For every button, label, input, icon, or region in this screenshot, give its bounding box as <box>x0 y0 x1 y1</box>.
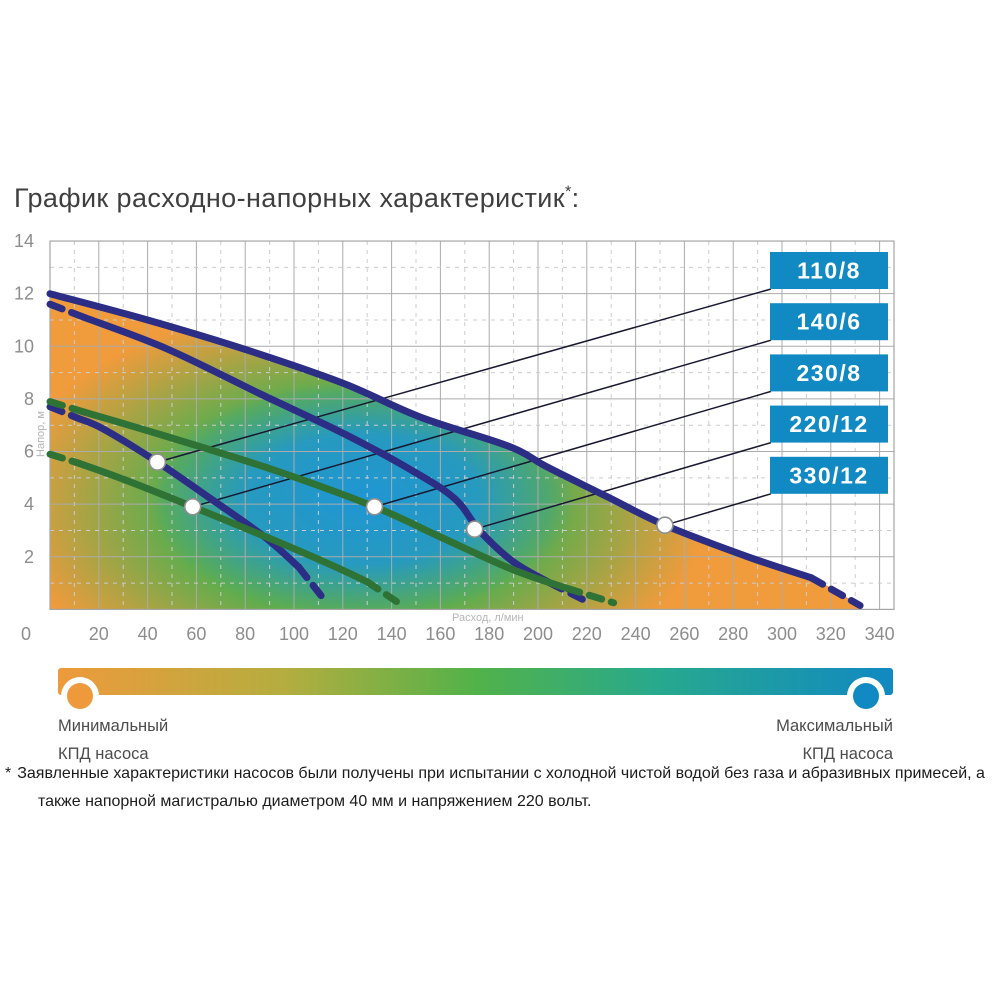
callout-line <box>157 288 772 463</box>
x-tick-label: 60 <box>186 624 206 644</box>
max-efficiency-knob <box>847 677 885 715</box>
x-tick-label: 180 <box>474 624 504 644</box>
pump-label-box-230-8 <box>770 354 888 392</box>
marker-dot-140-6 <box>183 497 202 516</box>
curve-230-8-head-dash <box>46 398 88 416</box>
efficiency-gradient-bar <box>58 668 893 695</box>
y-tick-label: 10 <box>14 336 34 356</box>
x-tick-label: 120 <box>328 624 358 644</box>
curve-140-6-solid <box>75 459 371 586</box>
y-tick-label: 8 <box>24 389 34 409</box>
x-tick-label: 320 <box>816 624 846 644</box>
x-tick-label: 300 <box>767 624 797 644</box>
x-axis-title: Расход, л/мин <box>452 612 524 624</box>
footnote-line2: также напорной магистралью диаметром 40 … <box>38 793 592 810</box>
marker-dot-220-12 <box>465 520 484 539</box>
pump-label-box-110-8 <box>770 252 888 289</box>
x-tick-label: 240 <box>621 624 651 644</box>
grid <box>50 241 894 610</box>
x-tick-label: 80 <box>235 624 255 644</box>
callout-line <box>664 493 772 526</box>
footnote-line1: Заявленные характеристики насосов были п… <box>17 765 985 782</box>
footnote-asterisk: * <box>5 765 12 782</box>
curve-140-6-head-dash <box>46 450 83 467</box>
x-tick-label: 200 <box>523 624 553 644</box>
y-tick-label: 4 <box>24 494 34 514</box>
marker-dot-110-8 <box>148 453 167 471</box>
axis-ticks: 0 20 40 60 80 100 120 140 160 180 200 220 240 260 280 3… <box>14 231 895 644</box>
x-tick-label: 140 <box>377 624 407 644</box>
curve-230-8-tail-dash <box>563 584 618 607</box>
y-tick-label: 2 <box>24 547 34 567</box>
x-tick-label: 20 <box>89 624 109 644</box>
y-tick-label: 14 <box>14 231 34 251</box>
min-efficiency-dot <box>67 683 93 709</box>
pump-label-box-140-6 <box>770 303 888 341</box>
curve-230-8 <box>46 398 618 607</box>
callout-line <box>474 441 772 530</box>
curve-140-6 <box>46 450 400 605</box>
pump-label-text-140-6: 140/6 <box>796 309 861 335</box>
x-tick-label: 280 <box>718 624 748 644</box>
pump-label-text-220-12: 220/12 <box>789 411 868 437</box>
curve-230-8-solid <box>80 408 571 592</box>
page-title: График расходно-напорных характеристик*: <box>14 183 580 213</box>
pump-label-box-220-12 <box>770 405 888 443</box>
x-tick-label: 160 <box>425 624 455 644</box>
curve-140-6-tail-dash <box>363 578 400 605</box>
x-tick-label: 260 <box>669 624 699 644</box>
x-tick-label: 0 <box>21 624 31 644</box>
pump-label-text-330-12: 330/12 <box>789 462 868 488</box>
pump-label-text-110-8: 110/8 <box>797 258 861 284</box>
max-efficiency-dot <box>853 683 879 709</box>
curve-110-8-head-dash <box>46 403 83 423</box>
marker-dot-330-12 <box>656 516 674 535</box>
y-tick-label: 6 <box>24 442 34 462</box>
x-tick-label: 40 <box>138 624 158 644</box>
min-efficiency-knob <box>61 677 99 715</box>
curve-110-8-tail-dash <box>295 563 330 605</box>
x-tick-label: 220 <box>572 624 602 644</box>
max-efficiency-label: Максимальный КПД насоса <box>776 717 893 763</box>
curve-220-12-head-dash <box>46 300 88 321</box>
y-tick-label: 12 <box>14 284 34 304</box>
curve-220-12-solid <box>80 313 554 587</box>
x-tick-label: 100 <box>279 624 309 644</box>
curve-330-12-solid <box>46 290 815 582</box>
footnote: * Заявленные характеристики насосов были … <box>5 760 985 816</box>
marker-dot-230-8 <box>365 497 384 516</box>
curve-330-12 <box>46 290 864 609</box>
min-efficiency-label: Минимальный КПД насоса <box>58 717 169 763</box>
curve-330-12-tail-dash <box>807 574 864 609</box>
y-axis-title: Напор, м <box>35 411 47 457</box>
pump-label-text-230-8: 230/8 <box>796 360 861 386</box>
pump-label-box-330-12 <box>770 456 888 494</box>
plot-border <box>49 240 895 610</box>
title-asterisk: * <box>564 183 572 201</box>
callout-line <box>192 339 772 508</box>
x-tick-label: 340 <box>865 624 895 644</box>
